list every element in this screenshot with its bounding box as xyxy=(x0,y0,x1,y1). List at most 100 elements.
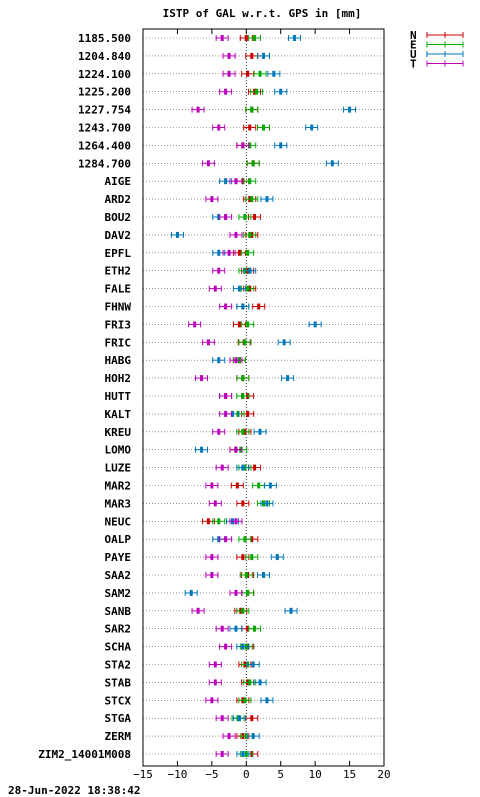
data-point-e xyxy=(236,375,250,382)
point-marker xyxy=(210,554,214,561)
data-point-u xyxy=(257,572,270,578)
point-marker xyxy=(193,321,197,328)
point-marker xyxy=(250,106,254,113)
data-point-t xyxy=(219,214,233,220)
category-label: FRIC xyxy=(105,336,132,349)
data-point-t xyxy=(219,410,233,417)
category-label: FHNW xyxy=(105,301,132,314)
point-marker xyxy=(227,249,231,256)
point-marker xyxy=(279,142,283,149)
point-marker xyxy=(217,249,221,256)
category-label: PAYE xyxy=(105,551,132,564)
point-marker xyxy=(237,249,241,256)
point-marker xyxy=(200,446,204,453)
data-point-u xyxy=(232,715,246,722)
point-marker xyxy=(246,70,250,77)
point-marker xyxy=(275,554,279,561)
data-point-u xyxy=(325,160,339,167)
point-marker xyxy=(246,285,250,292)
category-label: 1225.200 xyxy=(78,86,131,99)
data-point-t xyxy=(205,554,219,561)
data-point-u xyxy=(170,231,184,238)
category-label: MAR3 xyxy=(105,497,132,510)
point-marker xyxy=(248,142,252,149)
point-marker xyxy=(213,500,217,507)
data-point-e xyxy=(252,482,266,489)
data-point-e xyxy=(253,70,267,77)
category-label: AIGE xyxy=(105,175,132,188)
data-point-u xyxy=(287,35,301,41)
data-point-t xyxy=(215,35,229,41)
data-point-u xyxy=(277,339,291,346)
data-point-n xyxy=(245,52,259,59)
category-labels: 1185.500 1204.840 1224.100 1225.200 1227.754… xyxy=(38,32,131,761)
point-marker xyxy=(220,35,224,41)
point-marker xyxy=(217,536,221,543)
point-marker xyxy=(213,285,217,292)
data-point-e xyxy=(257,124,270,131)
data-point-t xyxy=(222,70,236,77)
category-label: STCX xyxy=(105,694,132,707)
data-point-u xyxy=(305,124,319,131)
data-point-n xyxy=(241,70,255,77)
category-label: HABG xyxy=(105,354,132,367)
point-marker xyxy=(246,249,250,256)
data-point-u xyxy=(236,303,250,310)
category-label: KALT xyxy=(105,408,132,421)
data-point-u xyxy=(253,679,267,686)
data-point-t xyxy=(205,697,219,704)
category-label: NEUC xyxy=(105,515,132,528)
point-marker xyxy=(224,410,228,417)
point-marker xyxy=(235,482,239,489)
point-marker xyxy=(227,52,231,59)
data-point-t xyxy=(215,751,229,757)
data-point-t xyxy=(236,142,250,149)
footer-timestamp: 28-Jun-2022 18:38:42 xyxy=(8,784,140,797)
legend-label-n: N xyxy=(410,29,417,42)
data-point-u xyxy=(260,196,274,203)
point-marker xyxy=(248,124,252,131)
point-marker xyxy=(248,267,252,274)
point-marker xyxy=(220,751,224,757)
chart-title: ISTP of GAL w.r.t. GPS in [mm] xyxy=(163,7,362,20)
category-label: ZIM2_14001M008 xyxy=(38,748,131,761)
point-marker xyxy=(286,375,290,382)
point-marker xyxy=(253,35,257,41)
category-label: 1264.400 xyxy=(78,139,131,152)
category-label: DAV2 xyxy=(105,229,132,242)
point-marker xyxy=(224,214,228,220)
data-point-e xyxy=(241,321,255,328)
point-marker xyxy=(244,733,248,740)
data-point-t xyxy=(191,106,205,113)
point-marker xyxy=(210,196,214,203)
data-point-t xyxy=(219,643,233,650)
data-point-u xyxy=(284,607,298,614)
data-point-e xyxy=(241,249,255,256)
data-point-t xyxy=(212,428,226,435)
point-marker xyxy=(241,643,245,650)
data-point-t xyxy=(208,679,222,686)
legend-label-t: T xyxy=(410,58,417,71)
point-marker xyxy=(231,410,235,417)
point-marker xyxy=(234,178,238,185)
data-point-e xyxy=(245,106,259,113)
x-axis-ticks: −15 −10 −5 0 5 10 15 20 xyxy=(133,29,391,781)
point-marker xyxy=(241,393,245,399)
data-point-t xyxy=(208,661,222,668)
data-point-u xyxy=(195,446,209,453)
data-point-u xyxy=(212,357,226,364)
data-point-t xyxy=(208,285,222,292)
point-marker xyxy=(279,88,283,95)
point-marker xyxy=(227,733,231,740)
category-label: OALP xyxy=(105,533,132,546)
data-point-e xyxy=(248,35,262,41)
point-marker xyxy=(248,679,252,686)
point-marker xyxy=(265,500,269,507)
category-label: 1185.500 xyxy=(78,32,131,45)
data-point-t xyxy=(212,267,226,274)
category-label: EPFL xyxy=(105,247,132,260)
grid-layer xyxy=(143,29,384,766)
legend-label-u: U xyxy=(410,48,417,61)
category-label: SAM2 xyxy=(105,587,132,600)
